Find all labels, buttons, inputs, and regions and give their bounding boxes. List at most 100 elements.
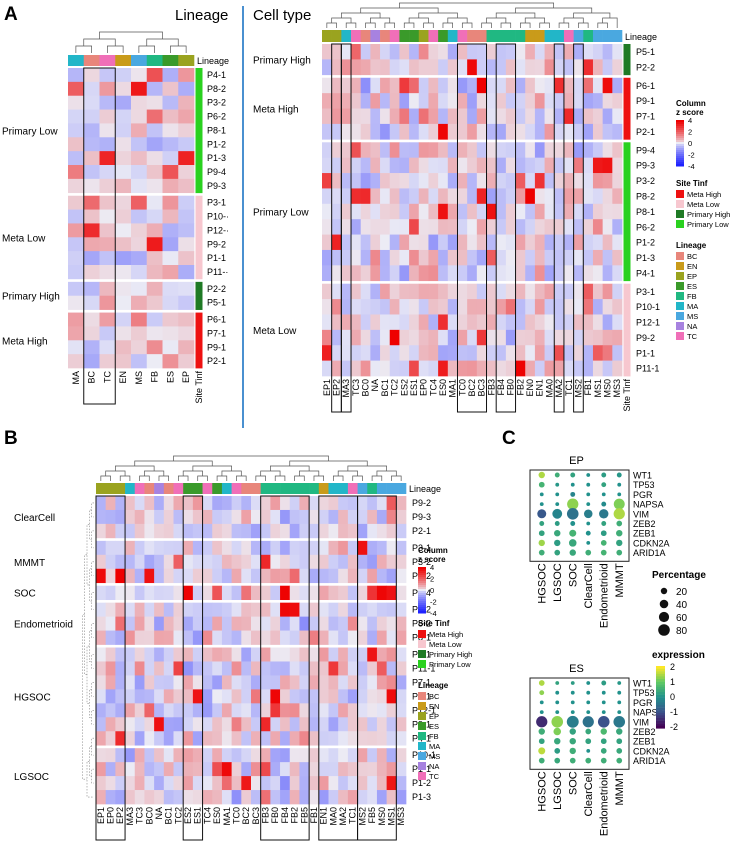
heatmap-cell: [347, 630, 358, 645]
heat-legend-swatch: [418, 593, 426, 596]
heatmap-cell: [105, 540, 116, 556]
lineage-strip-cell: [573, 30, 584, 42]
heatmap-cell: [573, 299, 584, 315]
heatmap-cell: [105, 568, 116, 584]
heatmap-cell: [370, 188, 381, 205]
heatmap-cell: [83, 265, 100, 280]
heatmap-cell: [428, 142, 439, 159]
dot: [585, 757, 592, 764]
highlight-box: [553, 43, 565, 413]
heatmap-cell: [331, 265, 342, 282]
heatmap-cell: [115, 568, 126, 584]
heatmap-cell: [496, 188, 507, 205]
heatmap-cell: [178, 137, 195, 152]
lineage-legend-swatch: [676, 292, 684, 300]
heatmap-cell: [338, 731, 349, 746]
heat-legend-swatch: [676, 162, 684, 165]
heatmap-cell: [476, 108, 487, 125]
heatmap-cell: [396, 585, 407, 601]
heatmap-cell: [338, 630, 349, 645]
heatmap-cell: [360, 283, 371, 300]
heatmap-cell: [351, 299, 362, 315]
heatmap-cell: [515, 203, 526, 220]
heatmap-cell: [328, 509, 339, 525]
heatmap-cell: [583, 142, 594, 159]
heatmap-cell: [192, 689, 203, 704]
heatmap-cell: [418, 249, 429, 266]
column-dendrogram-branch: [442, 22, 453, 28]
heatmap-cell: [418, 360, 429, 377]
row-dendrogram-branch: [89, 630, 92, 662]
heatmap-cell: [573, 77, 584, 94]
heatmap-cell: [241, 540, 252, 556]
column-dendrogram-branch: [347, 465, 387, 471]
heatmap-cell: [83, 251, 100, 266]
heatmap-cell: [376, 585, 387, 601]
heatmap-cell: [486, 360, 497, 377]
heatmap-cell: [438, 157, 449, 174]
heatmap-cell: [241, 790, 252, 805]
heatmap-cell: [351, 203, 362, 220]
heatmap-cell: [525, 345, 536, 361]
heatmap-cell: [592, 93, 603, 109]
row-label: P1-1: [207, 253, 226, 263]
heatmap-cell: [428, 314, 439, 331]
heat-legend-swatch: [676, 154, 684, 157]
heatmap-cell: [357, 703, 368, 718]
heatmap-cell: [396, 616, 407, 631]
heat-legend-swatch: [676, 138, 684, 141]
heatmap-cell: [125, 630, 136, 645]
heatmap-cell: [370, 360, 381, 377]
heatmap-cell: [447, 93, 458, 109]
heatmap-cell: [399, 299, 410, 315]
heatmap-cell: [183, 554, 194, 570]
lineage-strip-cell: [525, 30, 536, 42]
site-legend-swatch: [418, 640, 426, 648]
heatmap-cell: [396, 717, 407, 732]
heatmap-cell: [241, 762, 252, 777]
heatmap-cell: [612, 93, 623, 109]
heat-legend-swatch: [676, 150, 684, 153]
dot: [600, 728, 607, 735]
heatmap-cell: [331, 59, 342, 76]
heatmap-cell: [544, 360, 555, 377]
heatmap-cell: [338, 509, 349, 525]
heatmap-cell: [457, 108, 468, 125]
heatmap-cell: [231, 748, 242, 763]
row-label: P4-1: [636, 268, 655, 278]
heatmap-cell: [299, 731, 310, 746]
heatmap-cell: [367, 703, 378, 718]
dotplot-x-label: LGSOC: [552, 771, 564, 810]
site-legend-label: Meta Low: [687, 200, 720, 209]
lineage-strip-cell: [115, 55, 132, 66]
column-label: TC3: [135, 807, 145, 824]
heatmap-cell: [418, 108, 429, 125]
heatmap-cell: [105, 776, 116, 791]
column-dendrogram-branch: [146, 38, 179, 46]
heatmap-cell: [351, 249, 362, 266]
heatmap-cell: [467, 265, 478, 282]
dot: [570, 472, 576, 478]
heatmap-cell: [260, 661, 271, 676]
gene-label: CDKN2A: [633, 538, 670, 548]
heatmap-cell: [322, 108, 333, 125]
site-legend-label: Primary Low: [429, 660, 471, 669]
heatmap-cell: [328, 523, 339, 539]
dot: [582, 716, 594, 728]
heatmap-cell: [602, 234, 613, 251]
heatmap-cell: [525, 265, 536, 282]
heatmap-cell: [447, 203, 458, 220]
heatmap-cell: [554, 108, 565, 125]
heatmap-cell: [289, 647, 300, 662]
heatmap-cell: [351, 329, 362, 346]
dot: [554, 748, 561, 754]
heatmap-cell: [376, 717, 387, 732]
heatmap-cell: [409, 249, 420, 266]
dot: [569, 549, 576, 556]
heatmap-cell: [183, 540, 194, 556]
heatmap-cell: [612, 203, 623, 220]
heatmap-cell: [154, 540, 165, 556]
column-dendrogram-branch: [197, 475, 208, 481]
site-annotation-cell: [623, 188, 631, 205]
heatmap-cell: [396, 509, 407, 525]
